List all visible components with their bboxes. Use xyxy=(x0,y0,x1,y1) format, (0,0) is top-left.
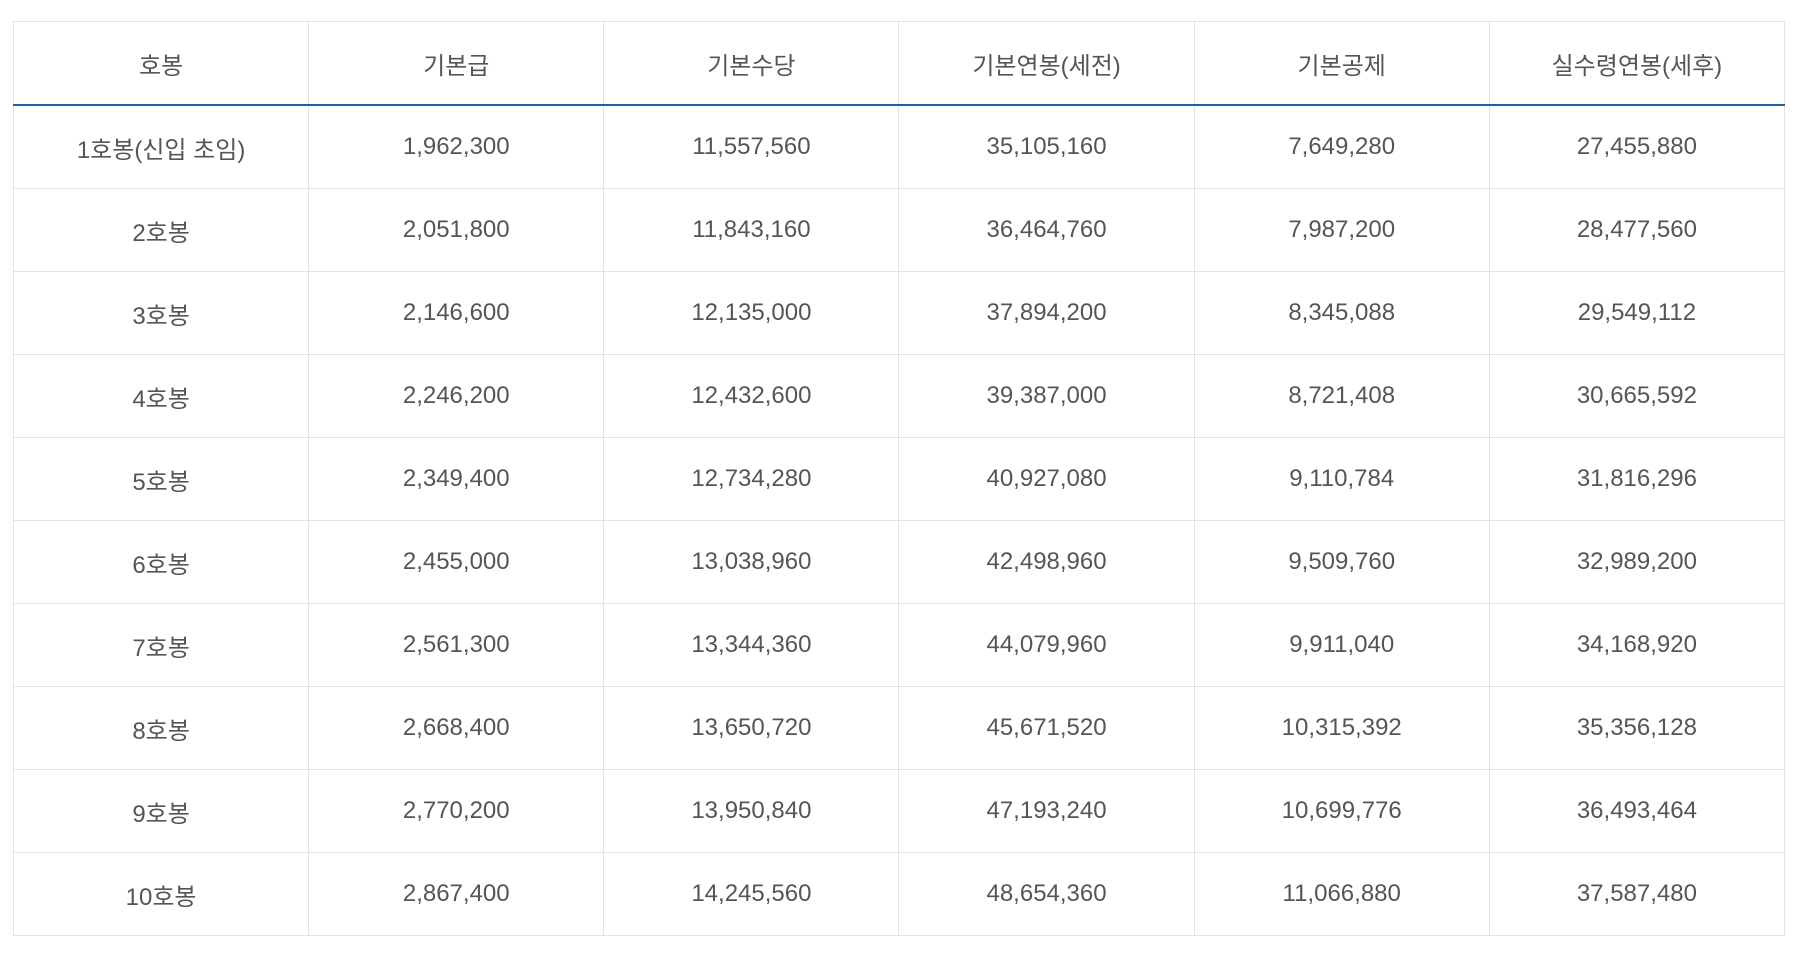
base-allowance-cell: 11,557,560 xyxy=(603,104,900,189)
gross-annual-cell: 40,927,080 xyxy=(898,437,1195,521)
base-pay-cell: 2,246,200 xyxy=(308,354,605,438)
step-cell: 3호봉 xyxy=(12,271,310,355)
column-header-base-allowance: 기본수당 xyxy=(603,21,900,106)
base-pay-cell: 2,561,300 xyxy=(308,603,605,687)
table-row: 7호봉 2,561,300 13,344,360 44,079,960 9,911,04… xyxy=(12,603,1786,687)
table-row: 4호봉 2,246,200 12,432,600 39,387,000 8,721,40… xyxy=(12,354,1786,438)
header-row: 호봉 기본급 기본수당 기본연봉(세전) 기본공제 실수령연봉(세후) xyxy=(12,21,1786,106)
base-allowance-cell: 13,650,720 xyxy=(603,686,900,770)
base-allowance-cell: 12,734,280 xyxy=(603,437,900,521)
base-allowance-cell: 13,950,840 xyxy=(603,769,900,853)
net-annual-cell: 28,477,560 xyxy=(1488,188,1786,272)
column-header-gross-annual: 기본연봉(세전) xyxy=(898,21,1195,106)
net-annual-cell: 27,455,880 xyxy=(1488,104,1786,189)
net-annual-cell: 31,816,296 xyxy=(1488,437,1786,521)
gross-annual-cell: 42,498,960 xyxy=(898,520,1195,604)
deduction-cell: 9,509,760 xyxy=(1193,520,1490,604)
gross-annual-cell: 45,671,520 xyxy=(898,686,1195,770)
base-pay-cell: 2,867,400 xyxy=(308,852,605,936)
table-body: 1호봉(신입 초임) 1,962,300 11,557,560 35,105,160 7… xyxy=(12,104,1786,936)
table-row: 6호봉 2,455,000 13,038,960 42,498,960 9,509,76… xyxy=(12,520,1786,604)
net-annual-cell: 32,989,200 xyxy=(1488,520,1786,604)
step-cell: 10호봉 xyxy=(12,852,310,936)
gross-annual-cell: 44,079,960 xyxy=(898,603,1195,687)
column-header-net-annual: 실수령연봉(세후) xyxy=(1488,21,1786,106)
gross-annual-cell: 39,387,000 xyxy=(898,354,1195,438)
column-header-deduction: 기본공제 xyxy=(1193,21,1490,106)
step-cell: 7호봉 xyxy=(12,603,310,687)
deduction-cell: 11,066,880 xyxy=(1193,852,1490,936)
step-cell: 4호봉 xyxy=(12,354,310,438)
base-pay-cell: 2,455,000 xyxy=(308,520,605,604)
base-allowance-cell: 13,344,360 xyxy=(603,603,900,687)
column-header-step: 호봉 xyxy=(12,21,310,106)
step-cell: 8호봉 xyxy=(12,686,310,770)
deduction-cell: 7,987,200 xyxy=(1193,188,1490,272)
deduction-cell: 8,345,088 xyxy=(1193,271,1490,355)
net-annual-cell: 30,665,592 xyxy=(1488,354,1786,438)
table-row: 1호봉(신입 초임) 1,962,300 11,557,560 35,105,160 7… xyxy=(12,104,1786,189)
gross-annual-cell: 36,464,760 xyxy=(898,188,1195,272)
table-row: 8호봉 2,668,400 13,650,720 45,671,520 10,315,3… xyxy=(12,686,1786,770)
base-pay-cell: 2,770,200 xyxy=(308,769,605,853)
salary-table-container: 호봉 기본급 기본수당 기본연봉(세전) 기본공제 실수령연봉(세후) 1호봉(… xyxy=(12,21,1786,936)
step-cell: 9호봉 xyxy=(12,769,310,853)
base-allowance-cell: 13,038,960 xyxy=(603,520,900,604)
step-cell: 1호봉(신입 초임) xyxy=(12,104,310,189)
base-pay-cell: 2,349,400 xyxy=(308,437,605,521)
table-row: 2호봉 2,051,800 11,843,160 36,464,760 7,987,20… xyxy=(12,188,1786,272)
base-allowance-cell: 14,245,560 xyxy=(603,852,900,936)
deduction-cell: 10,315,392 xyxy=(1193,686,1490,770)
gross-annual-cell: 48,654,360 xyxy=(898,852,1195,936)
base-pay-cell: 2,668,400 xyxy=(308,686,605,770)
salary-table: 호봉 기본급 기본수당 기본연봉(세전) 기본공제 실수령연봉(세후) 1호봉(… xyxy=(12,21,1786,936)
base-allowance-cell: 12,432,600 xyxy=(603,354,900,438)
column-header-base-pay: 기본급 xyxy=(308,21,605,106)
table-row: 3호봉 2,146,600 12,135,000 37,894,200 8,345,08… xyxy=(12,271,1786,355)
deduction-cell: 9,911,040 xyxy=(1193,603,1490,687)
base-allowance-cell: 12,135,000 xyxy=(603,271,900,355)
table-row: 9호봉 2,770,200 13,950,840 47,193,240 10,699,7… xyxy=(12,769,1786,853)
step-cell: 5호봉 xyxy=(12,437,310,521)
table-row: 10호봉 2,867,400 14,245,560 48,654,360 11,066,… xyxy=(12,852,1786,936)
net-annual-cell: 36,493,464 xyxy=(1488,769,1786,853)
table-row: 5호봉 2,349,400 12,734,280 40,927,080 9,110,78… xyxy=(12,437,1786,521)
deduction-cell: 7,649,280 xyxy=(1193,104,1490,189)
net-annual-cell: 37,587,480 xyxy=(1488,852,1786,936)
gross-annual-cell: 47,193,240 xyxy=(898,769,1195,853)
step-cell: 6호봉 xyxy=(12,520,310,604)
table-header: 호봉 기본급 기본수당 기본연봉(세전) 기본공제 실수령연봉(세후) xyxy=(12,21,1786,106)
gross-annual-cell: 35,105,160 xyxy=(898,104,1195,189)
deduction-cell: 10,699,776 xyxy=(1193,769,1490,853)
deduction-cell: 8,721,408 xyxy=(1193,354,1490,438)
net-annual-cell: 34,168,920 xyxy=(1488,603,1786,687)
net-annual-cell: 29,549,112 xyxy=(1488,271,1786,355)
step-cell: 2호봉 xyxy=(12,188,310,272)
base-pay-cell: 1,962,300 xyxy=(308,104,605,189)
deduction-cell: 9,110,784 xyxy=(1193,437,1490,521)
base-allowance-cell: 11,843,160 xyxy=(603,188,900,272)
net-annual-cell: 35,356,128 xyxy=(1488,686,1786,770)
base-pay-cell: 2,051,800 xyxy=(308,188,605,272)
gross-annual-cell: 37,894,200 xyxy=(898,271,1195,355)
base-pay-cell: 2,146,600 xyxy=(308,271,605,355)
